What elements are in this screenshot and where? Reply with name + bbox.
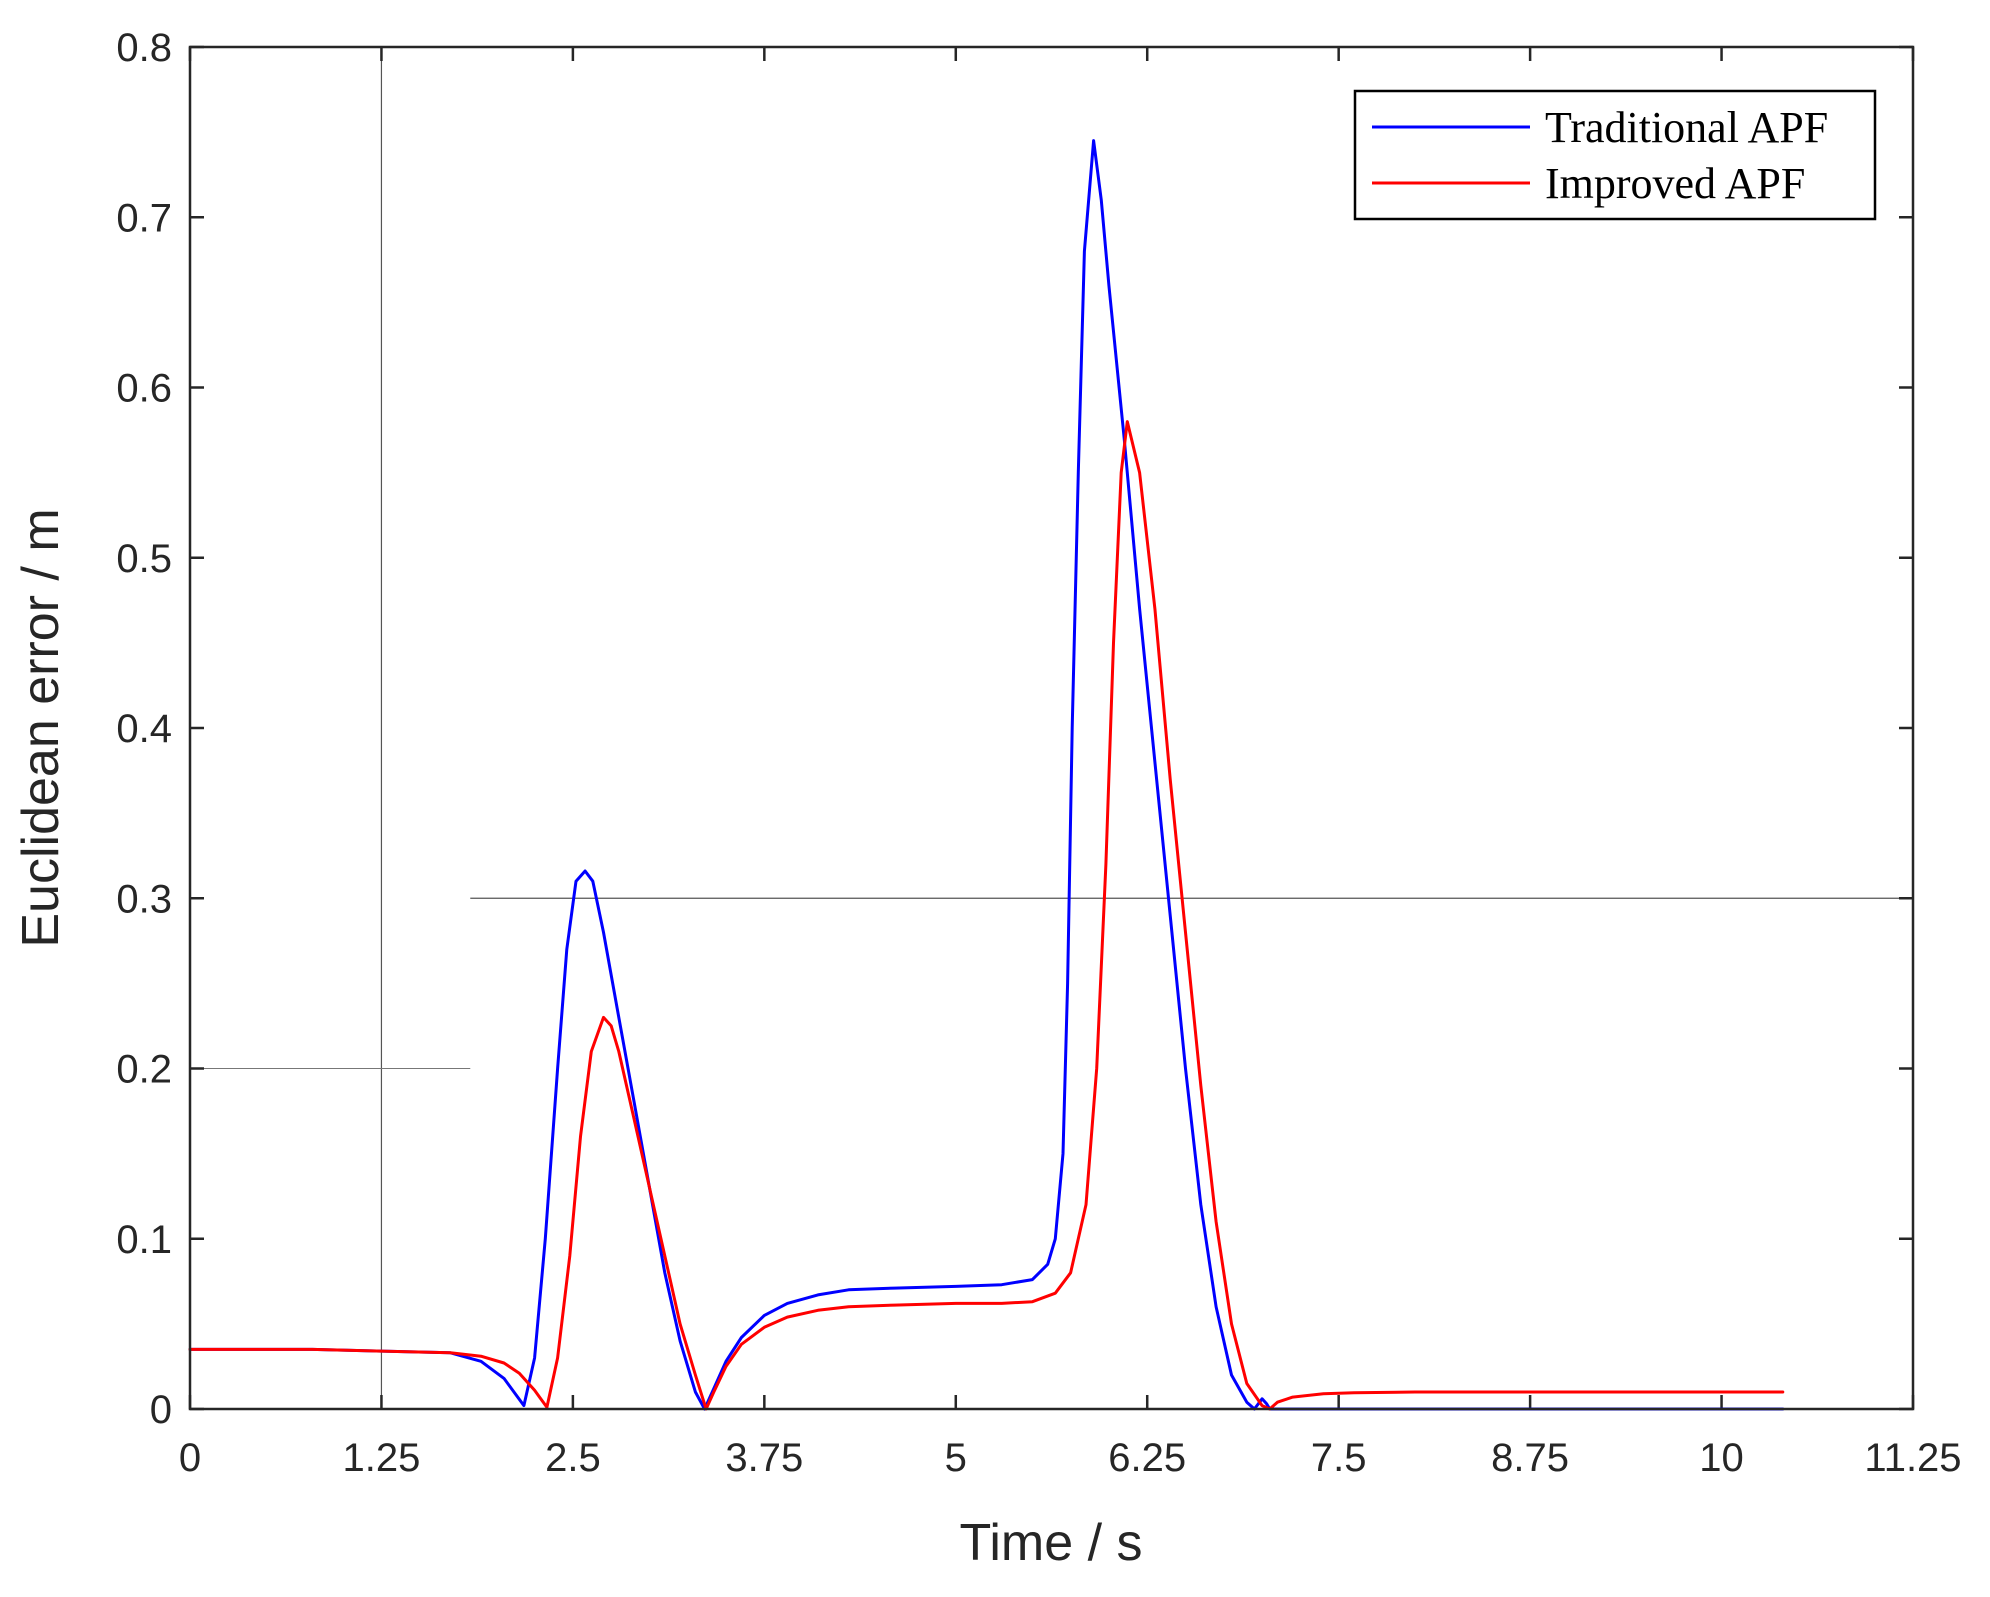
legend-label-traditional-apf: Traditional APF [1545,103,1828,152]
x-tick-label: 1.25 [343,1436,421,1480]
reference-lines [190,47,1913,1409]
y-axis-label: Euclidean error / m [12,508,70,947]
y-tick-label: 0 [150,1388,172,1432]
y-tick-label: 0.1 [116,1218,172,1262]
x-tick-label: 7.5 [1311,1436,1367,1480]
x-tick-label: 6.25 [1108,1436,1186,1480]
x-tick-labels: 0 1.25 2.5 3.75 5 6.25 7.5 8.75 10 11.25 [179,1436,1962,1480]
series-lines [188,139,1785,1411]
y-tick-label: 0.5 [116,537,172,581]
y-tick-label: 0.6 [116,367,172,411]
x-tick-label: 2.5 [545,1436,601,1480]
plot-background [190,47,1913,1409]
x-axis-label: Time / s [960,1514,1143,1572]
plot-frame [188,45,1915,1411]
x-tick-label: 11.25 [1864,1436,1961,1480]
x-tick-label: 0 [179,1436,201,1480]
series-line-traditional-apf [188,139,1785,1411]
x-tick-label: 8.75 [1491,1436,1569,1480]
legend-label-improved-apf: Improved APF [1545,159,1805,208]
x-tick-label: 5 [945,1436,967,1480]
x-tick-label: 10 [1699,1436,1744,1480]
y-tick-label: 0.7 [116,196,172,240]
series-line-improved-apf [188,420,1785,1411]
y-tick-label: 0.3 [116,877,172,921]
x-tick-label: 3.75 [725,1436,803,1480]
legend-box [1353,89,1877,221]
y-tick-labels: 0 0.1 0.2 0.3 0.4 0.5 0.6 0.7 0.8 [116,26,172,1432]
y-tick-label: 0.8 [116,26,172,70]
legend: Traditional APF Improved APF [1353,89,1877,221]
y-tick-label: 0.4 [116,707,172,751]
y-tick-label: 0.2 [116,1048,172,1092]
